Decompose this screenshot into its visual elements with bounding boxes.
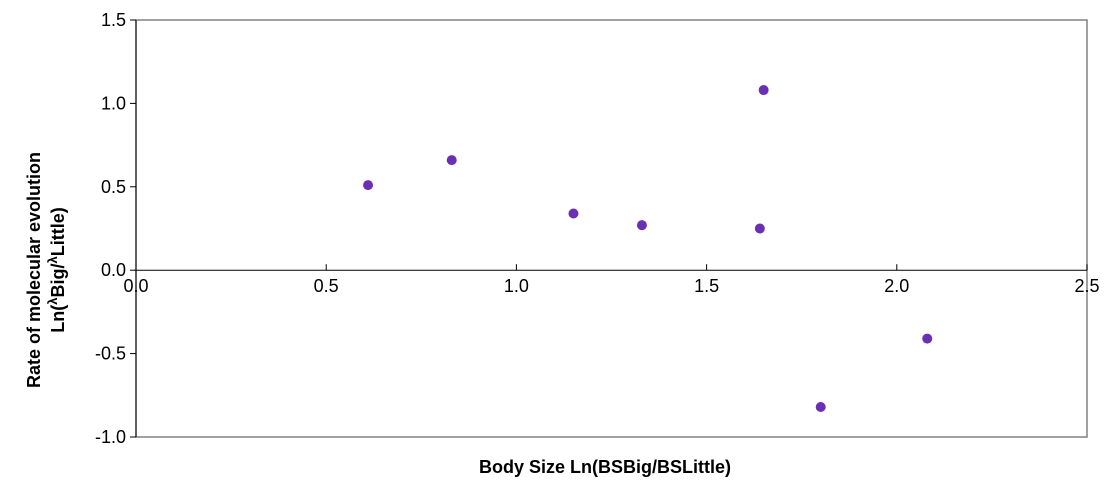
x-tick-label: 0.0 [123,276,148,296]
y-axis-title: Rate of molecular evolution Ln(λBig/λLit… [24,152,68,388]
y-tick-label: -1.0 [95,427,126,447]
x-tick-label: 1.5 [694,276,719,296]
data-point [754,223,765,234]
data-point [922,333,933,344]
data-points [363,85,933,412]
y-tick-label: 0.0 [101,260,126,280]
x-tick-label: 2.0 [884,276,909,296]
y-tick-label: -0.5 [95,344,126,364]
y-axis-ticks: 1.5 1.0 0.5 0.0 -0.5 -1.0 [95,10,136,447]
data-point [815,401,826,412]
y-tick-label: 1.0 [101,93,126,113]
y-tick-label: 0.5 [101,177,126,197]
x-tick-label: 1.0 [504,276,529,296]
x-tick-label: 2.5 [1074,276,1099,296]
y-axis-title-line2: Ln(λBig/λLittle) [45,207,68,332]
plot-area [135,19,1088,438]
x-tick-label: 0.5 [314,276,339,296]
data-point [446,155,457,166]
data-point [636,220,647,231]
data-point [758,85,769,96]
data-point [363,180,374,191]
data-point [568,208,579,219]
y-tick-label: 1.5 [101,10,126,30]
x-axis-title: Body Size Ln(BSBig/BSLittle) [479,457,731,477]
y-axis-title-line1: Rate of molecular evolution [24,152,44,388]
x-axis-ticks: 0.0 0.5 1.0 1.5 2.0 2.5 [123,264,1100,296]
